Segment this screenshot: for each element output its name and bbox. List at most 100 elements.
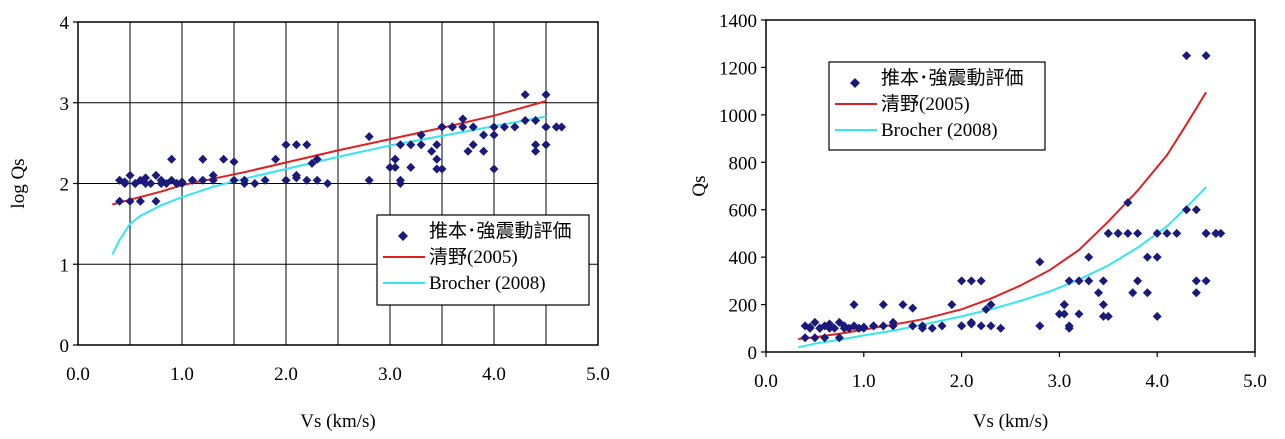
data-point — [208, 170, 218, 180]
data-point — [427, 146, 437, 156]
data-point — [917, 323, 927, 333]
qs-x-ticks: 0.0 1.0 2.0 3.0 4.0 5.0 — [754, 352, 1267, 392]
data-point — [468, 122, 478, 132]
data-point — [1191, 288, 1201, 298]
data-point — [172, 179, 182, 188]
data-point — [557, 122, 567, 132]
log-qs-y-ticks: 0 1 2 3 4 — [60, 13, 78, 357]
data-point — [966, 319, 976, 329]
data-point — [1123, 228, 1133, 238]
log-qs-legend-label-kiyono: 清野(2005) — [429, 246, 518, 268]
data-point — [437, 164, 447, 174]
brocher-2008-line — [111, 115, 547, 256]
data-point — [432, 154, 442, 164]
x-tick-label: 4.0 — [482, 364, 506, 385]
data-point — [1211, 228, 1221, 238]
data-point — [510, 122, 520, 132]
data-point — [1103, 228, 1113, 238]
x-tick-label: 5.0 — [1243, 371, 1267, 392]
data-point — [156, 179, 166, 188]
data-point — [541, 90, 551, 100]
data-point — [364, 132, 374, 142]
data-point — [151, 170, 161, 180]
y-tick-label: 3 — [60, 94, 70, 115]
data-point — [1084, 276, 1094, 286]
data-point — [1059, 309, 1069, 319]
data-point — [810, 317, 820, 327]
data-point — [1064, 321, 1074, 331]
data-point — [966, 276, 976, 286]
data-point — [805, 323, 815, 333]
data-point — [312, 175, 322, 185]
data-point — [141, 179, 151, 188]
data-point — [986, 321, 996, 331]
qs-legend-label-brocher: Brocher (2008) — [881, 120, 998, 141]
data-point — [927, 323, 937, 333]
data-point — [541, 140, 551, 150]
data-point — [957, 321, 967, 331]
qs-legend-marker-points — [850, 78, 860, 88]
data-point — [141, 173, 151, 183]
data-point — [541, 122, 551, 132]
data-point — [825, 323, 835, 333]
data-point — [416, 140, 426, 150]
data-point — [291, 140, 301, 150]
qs-legend: 推本･強震動評価 清野(2005) Brocher (2008) — [828, 61, 1046, 151]
data-point — [135, 196, 145, 206]
data-point — [125, 170, 135, 180]
data-point — [1098, 300, 1108, 310]
log-qs-x-ticks: 0.0 1.0 2.0 3.0 4.0 5.0 — [66, 364, 610, 385]
data-point — [976, 276, 986, 286]
y-tick-label: 0 — [60, 336, 70, 357]
y-tick-label: 200 — [729, 296, 758, 317]
y-tick-label: 1200 — [719, 58, 757, 79]
data-point — [1182, 205, 1192, 215]
data-point — [250, 179, 260, 188]
y-tick-label: 1000 — [719, 106, 757, 127]
y-tick-label: 1400 — [719, 11, 757, 32]
data-point — [260, 175, 270, 185]
data-point — [323, 179, 333, 188]
y-tick-label: 800 — [729, 153, 758, 174]
data-point — [996, 323, 1006, 333]
data-point — [898, 300, 908, 310]
data-point — [302, 140, 312, 150]
data-point — [219, 154, 229, 164]
data-point — [416, 130, 426, 140]
data-point — [302, 175, 312, 185]
data-point — [489, 130, 499, 140]
data-point — [957, 276, 967, 286]
data-point — [1201, 51, 1211, 61]
data-point — [229, 175, 239, 185]
data-point — [364, 175, 374, 185]
data-point — [489, 164, 499, 174]
y-tick-label: 400 — [729, 248, 758, 269]
data-point — [406, 162, 416, 172]
data-point — [986, 300, 996, 310]
data-point — [1152, 252, 1162, 262]
data-point — [198, 154, 208, 164]
x-tick-label: 2.0 — [950, 371, 974, 392]
data-point — [1113, 228, 1123, 238]
data-point — [1098, 311, 1108, 321]
data-point — [208, 175, 218, 185]
data-point — [878, 321, 888, 331]
data-point — [312, 154, 322, 164]
data-point — [390, 154, 400, 164]
qs-legend-box — [828, 61, 1046, 151]
data-point — [854, 323, 864, 333]
kiyono-2005-line — [798, 91, 1207, 340]
data-point — [146, 179, 156, 188]
data-point — [859, 323, 869, 333]
x-tick-label: 1.0 — [170, 364, 194, 385]
data-point — [432, 164, 442, 174]
data-point — [432, 140, 442, 150]
data-point — [1152, 228, 1162, 238]
data-point — [1201, 276, 1211, 286]
data-point — [800, 333, 810, 343]
qs-x-axis-label: Vs (km/s) — [973, 411, 1048, 432]
data-point — [479, 130, 489, 140]
y-tick-label: 0 — [748, 343, 758, 364]
y-tick-label: 1 — [60, 255, 70, 276]
